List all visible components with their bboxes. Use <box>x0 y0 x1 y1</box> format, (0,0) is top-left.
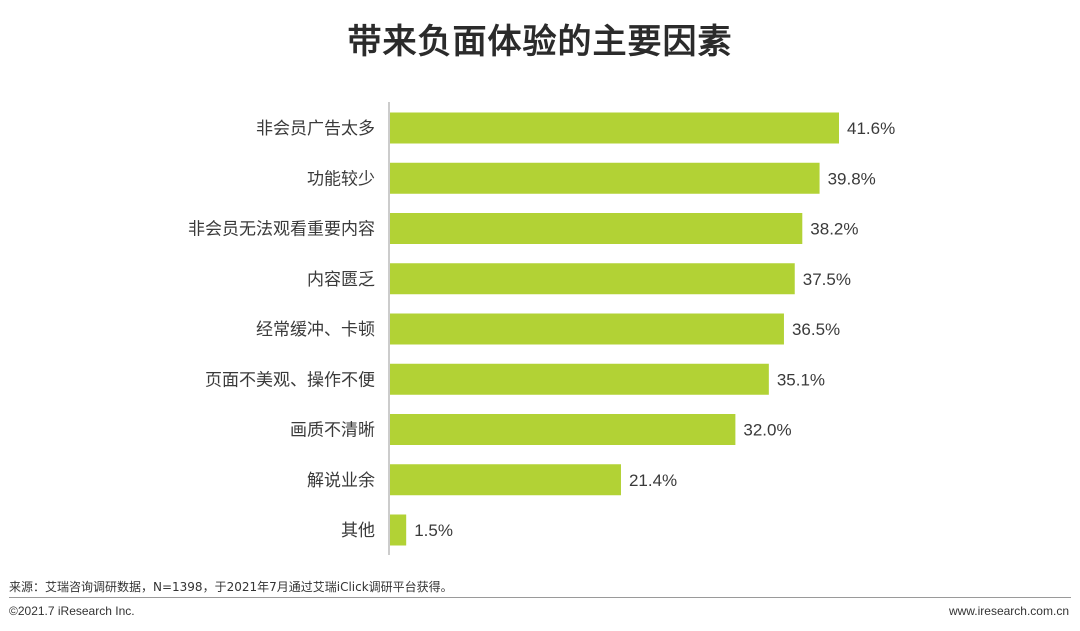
value-label-5: 35.1% <box>777 370 825 389</box>
bar-5 <box>390 363 769 395</box>
category-label-1: 功能较少 <box>307 169 375 189</box>
bar-4 <box>390 313 784 345</box>
value-label-8: 1.5% <box>414 521 453 540</box>
category-label-3: 内容匮乏 <box>307 270 375 290</box>
category-label-5: 页面不美观、操作不便 <box>205 370 375 390</box>
bar-6 <box>390 414 736 445</box>
bar-chart: 非会员广告太多 41.6% 功能较少 39.8% 非会员无法观看重要内容 38.2% 内容匮… <box>188 102 895 555</box>
category-label-4: 经常缓冲、卡顿 <box>256 320 375 340</box>
website-url: www.iresearch.com.cn <box>948 604 1069 618</box>
value-label-0: 41.6% <box>847 119 895 138</box>
value-label-4: 36.5% <box>792 320 840 339</box>
category-label-6: 画质不清晰 <box>290 421 375 441</box>
value-label-1: 39.8% <box>828 169 876 188</box>
value-label-2: 38.2% <box>810 220 858 239</box>
category-label-2: 非会员无法观看重要内容 <box>188 220 375 240</box>
value-label-6: 32.0% <box>743 421 791 440</box>
bar-0 <box>390 112 839 144</box>
category-label-8: 其他 <box>341 521 375 541</box>
bar-7 <box>390 464 621 496</box>
bar-2 <box>390 213 803 244</box>
category-label-0: 非会员广告太多 <box>256 119 375 139</box>
footer-divider <box>9 597 1071 598</box>
bar-1 <box>390 162 820 194</box>
copyright-text: ©2021.7 iResearch Inc. <box>9 604 135 618</box>
category-label-7: 解说业余 <box>307 471 375 491</box>
chart-title: 带来负面体验的主要因素 <box>347 22 733 62</box>
value-label-3: 37.5% <box>803 270 851 289</box>
bar-8 <box>390 514 407 546</box>
bar-3 <box>390 263 795 295</box>
value-label-7: 21.4% <box>629 471 677 490</box>
source-note: 来源：艾瑞咨询调研数据，N=1398，于2021年7月通过艾瑞iClick调研平… <box>9 580 453 594</box>
